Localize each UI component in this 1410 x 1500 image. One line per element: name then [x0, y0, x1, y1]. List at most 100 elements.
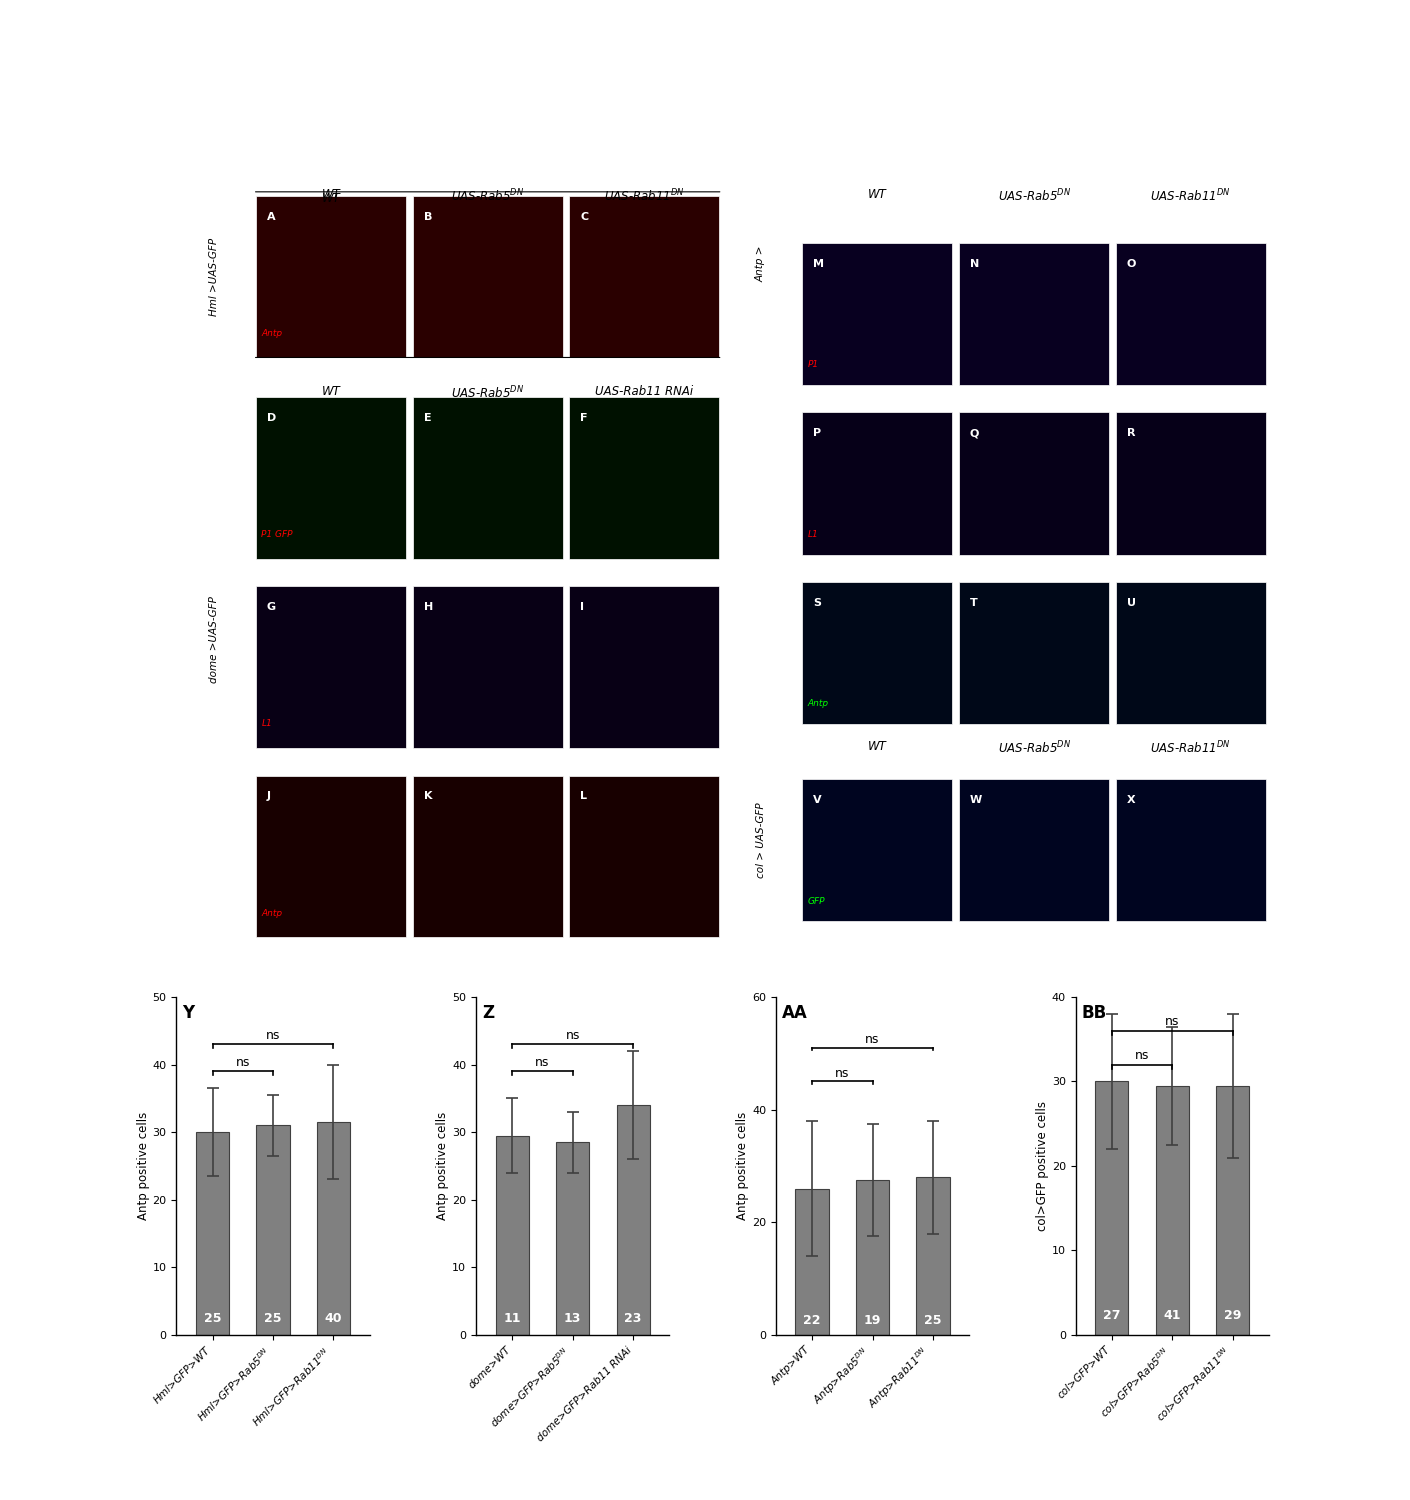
- Text: M: M: [814, 258, 825, 268]
- Text: Y: Y: [182, 1004, 195, 1022]
- Text: ns: ns: [866, 1034, 880, 1046]
- Text: J: J: [266, 792, 271, 801]
- Bar: [916, 1178, 949, 1335]
- Text: AA: AA: [783, 1004, 808, 1022]
- FancyBboxPatch shape: [802, 413, 953, 555]
- Text: dome >UAS-GFP: dome >UAS-GFP: [210, 596, 220, 682]
- Text: UAS-Rab11$^{DN}$: UAS-Rab11$^{DN}$: [603, 188, 685, 204]
- Bar: [317, 1122, 350, 1335]
- Bar: [556, 1143, 589, 1335]
- Text: A: A: [266, 211, 275, 222]
- Text: L1: L1: [808, 530, 819, 538]
- Text: ns: ns: [265, 1029, 281, 1042]
- Y-axis label: Antp positive cells: Antp positive cells: [437, 1112, 450, 1220]
- Text: BB: BB: [1081, 1004, 1107, 1022]
- FancyBboxPatch shape: [570, 398, 719, 558]
- Text: 41: 41: [1163, 1310, 1182, 1323]
- Bar: [1156, 1086, 1189, 1335]
- Text: T: T: [970, 597, 977, 608]
- Y-axis label: Antp positive cells: Antp positive cells: [736, 1112, 749, 1220]
- Bar: [496, 1136, 529, 1335]
- Text: 25: 25: [264, 1312, 282, 1324]
- Text: 11: 11: [503, 1312, 522, 1324]
- Text: GFP: GFP: [808, 897, 825, 906]
- Text: W: W: [970, 795, 983, 806]
- Text: UAS-Rab5$^{DN}$: UAS-Rab5$^{DN}$: [451, 386, 525, 402]
- Text: ns: ns: [565, 1029, 580, 1042]
- Text: P1: P1: [808, 360, 819, 369]
- Text: Antp: Antp: [261, 328, 282, 338]
- Text: Antp: Antp: [261, 909, 282, 918]
- FancyBboxPatch shape: [959, 413, 1110, 555]
- Text: Hml >UAS-GFP: Hml >UAS-GFP: [210, 237, 220, 315]
- FancyBboxPatch shape: [413, 776, 563, 938]
- Text: ns: ns: [835, 1066, 849, 1080]
- Text: Antp >: Antp >: [756, 246, 766, 282]
- Text: P1 GFP: P1 GFP: [261, 530, 293, 538]
- Text: H: H: [423, 602, 433, 612]
- Text: B: B: [423, 211, 431, 222]
- FancyBboxPatch shape: [802, 243, 953, 386]
- Text: 27: 27: [1103, 1310, 1121, 1323]
- Text: L1: L1: [261, 718, 272, 728]
- FancyBboxPatch shape: [959, 778, 1110, 921]
- Text: C: C: [580, 211, 588, 222]
- Text: ns: ns: [1135, 1048, 1149, 1062]
- Text: WT: WT: [869, 188, 887, 201]
- FancyBboxPatch shape: [257, 586, 406, 748]
- Text: Q: Q: [970, 427, 980, 438]
- Text: UAS-Rab5$^{DN}$: UAS-Rab5$^{DN}$: [451, 188, 525, 204]
- Text: UAS-Rab11$^{DN}$: UAS-Rab11$^{DN}$: [1151, 740, 1231, 756]
- Text: 29: 29: [1224, 1310, 1241, 1323]
- Text: X: X: [1127, 795, 1135, 806]
- Text: V: V: [814, 795, 822, 806]
- Text: UAS-Rab5$^{DN}$: UAS-Rab5$^{DN}$: [997, 740, 1070, 756]
- Text: 13: 13: [564, 1312, 581, 1324]
- Bar: [257, 1125, 289, 1335]
- Text: 40: 40: [324, 1312, 343, 1324]
- Y-axis label: Antp positive cells: Antp positive cells: [137, 1112, 149, 1220]
- FancyBboxPatch shape: [257, 196, 406, 357]
- Text: Antp: Antp: [808, 699, 829, 708]
- Text: 23: 23: [625, 1312, 642, 1324]
- Text: WT: WT: [321, 188, 340, 201]
- Text: K: K: [423, 792, 431, 801]
- Text: WT: WT: [321, 386, 340, 398]
- Text: 19: 19: [864, 1314, 881, 1326]
- FancyBboxPatch shape: [802, 778, 953, 921]
- Text: S: S: [814, 597, 821, 608]
- Bar: [196, 1132, 230, 1335]
- Text: R: R: [1127, 427, 1135, 438]
- Text: N: N: [970, 258, 979, 268]
- FancyBboxPatch shape: [570, 776, 719, 938]
- FancyBboxPatch shape: [1115, 413, 1266, 555]
- FancyBboxPatch shape: [1115, 582, 1266, 724]
- Text: 25: 25: [924, 1314, 942, 1326]
- Text: G: G: [266, 602, 276, 612]
- Text: O: O: [1127, 258, 1136, 268]
- FancyBboxPatch shape: [257, 776, 406, 938]
- FancyBboxPatch shape: [413, 196, 563, 357]
- Bar: [616, 1106, 650, 1335]
- FancyBboxPatch shape: [257, 398, 406, 558]
- Text: 25: 25: [204, 1312, 221, 1324]
- FancyBboxPatch shape: [413, 398, 563, 558]
- FancyBboxPatch shape: [413, 586, 563, 748]
- Text: ns: ns: [235, 1056, 250, 1070]
- FancyBboxPatch shape: [1115, 243, 1266, 386]
- Y-axis label: col>GFP positive cells: col>GFP positive cells: [1036, 1101, 1049, 1232]
- Text: I: I: [580, 602, 584, 612]
- Bar: [856, 1180, 890, 1335]
- Text: F: F: [580, 413, 588, 423]
- Text: E: E: [423, 413, 431, 423]
- Text: U: U: [1127, 597, 1135, 608]
- FancyBboxPatch shape: [570, 196, 719, 357]
- FancyBboxPatch shape: [1115, 778, 1266, 921]
- Text: WT: WT: [869, 740, 887, 753]
- Text: col > UAS-GFP: col > UAS-GFP: [756, 802, 766, 879]
- Text: UAS-Rab11$^{DN}$: UAS-Rab11$^{DN}$: [1151, 188, 1231, 204]
- FancyBboxPatch shape: [802, 582, 953, 724]
- FancyBboxPatch shape: [959, 582, 1110, 724]
- Text: UAS-Rab11 RNAi: UAS-Rab11 RNAi: [595, 386, 694, 398]
- FancyBboxPatch shape: [570, 586, 719, 748]
